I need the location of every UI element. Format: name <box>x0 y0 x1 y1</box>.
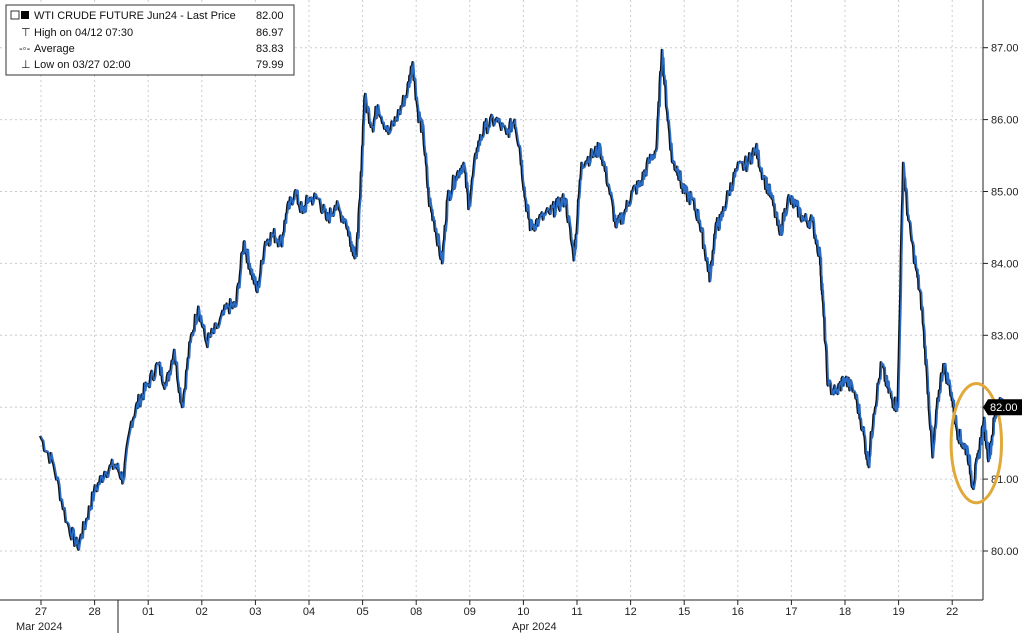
legend-checkbox-icon <box>10 10 20 20</box>
highlight-ellipse <box>949 381 1004 505</box>
legend-title-value: 82.00 <box>256 10 284 22</box>
x-tick-label: 02 <box>196 606 208 618</box>
legend-title: WTI CRUDE FUTURE Jun24 - Last Price <box>34 10 236 22</box>
x-tick-label: 28 <box>88 606 100 618</box>
month-label-apr: Apr 2024 <box>512 621 557 633</box>
legend-series-swatch-icon <box>21 11 29 19</box>
x-tick-label: 03 <box>249 606 261 618</box>
x-tick-label: 08 <box>410 606 422 618</box>
legend-box <box>5 4 295 76</box>
month-label-mar: Mar 2024 <box>16 621 62 633</box>
x-tick-label: 22 <box>946 606 958 618</box>
low-marker-icon: ⊥ <box>21 59 31 71</box>
y-tick-label: 87.00 <box>991 43 1019 55</box>
high-marker-icon: ⊤ <box>21 27 31 39</box>
legend-high-value: 86.97 <box>256 27 284 39</box>
y-tick-label: 86.00 <box>991 115 1019 127</box>
legend-average-label: Average <box>34 43 75 55</box>
series-layer <box>38 48 1005 551</box>
x-tick-label: 16 <box>732 606 744 618</box>
x-tick-label: 15 <box>678 606 690 618</box>
y-tick-label: 83.00 <box>991 330 1019 342</box>
legend-high-label: High on 04/12 07:30 <box>34 27 133 39</box>
x-tick-label: 18 <box>839 606 851 618</box>
x-tick-labels: 27 28 01 02 03 04 05 08 09 10 11 12 15 16 17 18 19 22 <box>35 600 958 618</box>
x-tick-label: 05 <box>356 606 368 618</box>
legend-low-value: 79.99 <box>256 59 284 71</box>
y-tick-label: 84.00 <box>991 258 1019 270</box>
x-tick-label: 04 <box>303 606 315 618</box>
last-price-badge <box>983 399 1022 416</box>
x-tick-label: 12 <box>624 606 636 618</box>
x-tick-label: 01 <box>142 606 154 618</box>
y-tick-label: 85.00 <box>991 187 1019 199</box>
x-tick-label: 17 <box>785 606 797 618</box>
last-price-label: 82.00 <box>990 402 1018 414</box>
legend: WTI CRUDE FUTURE Jun24 - Last Price 82.0… <box>5 4 295 76</box>
legend-low-label: Low on 03/27 02:00 <box>34 59 131 71</box>
x-tick-label: 27 <box>35 606 47 618</box>
legend-average-value: 83.83 <box>256 43 284 55</box>
x-tick-label: 11 <box>571 606 582 618</box>
x-tick-label: 10 <box>517 606 529 618</box>
y-tick-label: 80.00 <box>991 546 1019 558</box>
series-line <box>40 49 1005 551</box>
x-tick-label: 19 <box>892 606 904 618</box>
x-tick-label: 09 <box>464 606 476 618</box>
average-marker-icon: -◦- <box>19 43 31 55</box>
last-price-layer: 82.00 <box>983 399 1022 416</box>
highlight-layer <box>949 381 1004 505</box>
